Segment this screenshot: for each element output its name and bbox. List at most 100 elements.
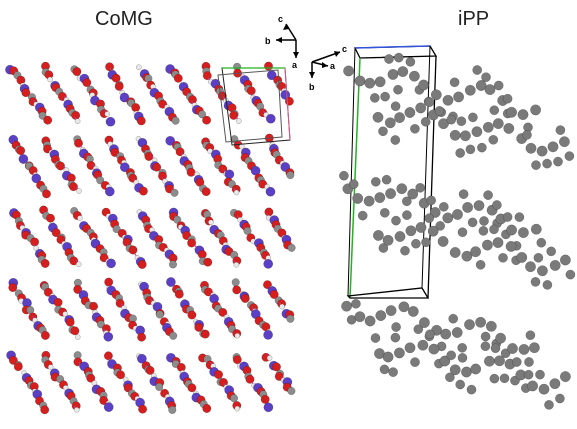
carbon-atom [438, 118, 449, 130]
carbon-atom [518, 343, 530, 355]
carbon-atom [455, 379, 466, 390]
atom [21, 88, 31, 98]
carbon-atom [370, 176, 381, 187]
carbon-atom [507, 343, 518, 354]
atom [136, 116, 146, 126]
carbon-atom [382, 351, 394, 363]
carbon-atom [492, 200, 502, 210]
atom [96, 320, 105, 329]
carbon-atom [493, 80, 504, 91]
carbon-atom [564, 151, 575, 161]
carbon-atom [387, 68, 399, 80]
carbon-atom [479, 216, 489, 226]
carbon-atom [484, 84, 496, 96]
atom [168, 260, 178, 269]
carbon-atom [536, 265, 548, 277]
atom [284, 96, 294, 106]
atom [46, 213, 55, 223]
carbon-atom [446, 114, 457, 125]
atom [245, 374, 255, 384]
atom [103, 351, 113, 361]
carbon-atom [384, 117, 396, 129]
atom [106, 258, 116, 269]
carbon-atom [396, 183, 408, 195]
atom [229, 110, 239, 120]
carbon-atom [408, 70, 420, 82]
atom [145, 365, 155, 375]
atom [232, 355, 242, 365]
atom [104, 111, 111, 117]
carbon-atom [549, 378, 561, 390]
carbon-atom [449, 364, 461, 376]
atom [263, 330, 273, 340]
atom [114, 81, 124, 91]
carbon-atom [405, 225, 417, 237]
ipp-unit-cell [346, 45, 438, 299]
atom [112, 225, 121, 234]
carbon-atom [558, 136, 570, 148]
carbon-atom [468, 112, 478, 123]
carbon-atom [442, 94, 454, 106]
atom [187, 238, 197, 248]
atom [86, 161, 96, 170]
atom [137, 353, 147, 364]
carbon-atom [482, 121, 494, 133]
carbon-atom [489, 373, 500, 384]
carbon-atom [480, 341, 491, 352]
atom [174, 289, 184, 299]
atom [82, 78, 92, 88]
carbon-atom [489, 105, 500, 116]
panel-title: iPP [458, 8, 490, 30]
atom [286, 171, 295, 180]
atom [287, 386, 296, 396]
comg-atoms [5, 61, 296, 415]
carbon-atom [498, 252, 508, 263]
carbon-atom [404, 342, 416, 354]
carbon-atom [525, 330, 536, 341]
carbon-atom [506, 106, 518, 118]
carbon-atom [415, 102, 427, 114]
carbon-atom [369, 93, 380, 103]
atom [286, 314, 295, 323]
carbon-atom [517, 227, 529, 239]
atom [166, 277, 176, 287]
carbon-atom [363, 195, 375, 207]
carbon-atom [451, 327, 463, 338]
carbon-atom [384, 54, 394, 64]
carbon-atom [553, 156, 563, 167]
atom [169, 331, 178, 340]
carbon-atom [457, 353, 468, 363]
atom [104, 186, 115, 197]
carbon-atom [525, 261, 536, 273]
carbon-atom [481, 72, 491, 83]
atom [135, 64, 142, 71]
carbon-atom [438, 201, 449, 212]
carbon-atom [472, 65, 483, 75]
carbon-atom [379, 364, 390, 375]
atom [168, 405, 177, 414]
carbon-atom [559, 371, 571, 383]
carbon-atom [525, 142, 537, 154]
carbon-atom [393, 52, 404, 63]
atom [70, 326, 80, 336]
carbon-atom [440, 328, 452, 340]
carbon-atom [477, 142, 487, 153]
carbon-atom [483, 190, 493, 200]
atom [111, 73, 121, 83]
carbon-atom [492, 237, 504, 249]
carbon-atom [490, 343, 501, 354]
ipp-axes-triad: c a b [309, 44, 347, 92]
carbon-atom [354, 75, 366, 87]
carbon-atom [458, 189, 469, 199]
carbon-atom [374, 76, 386, 88]
carbon-atom [398, 301, 410, 313]
carbon-atom [480, 331, 491, 342]
carbon-atom [494, 355, 505, 367]
atom [105, 62, 115, 72]
panel-title: CoMG [95, 8, 153, 30]
atom [186, 167, 196, 177]
carbon-atom [536, 145, 548, 157]
carbon-atom [565, 269, 576, 280]
carbon-atom [461, 250, 473, 262]
carbon-atom [462, 201, 474, 213]
